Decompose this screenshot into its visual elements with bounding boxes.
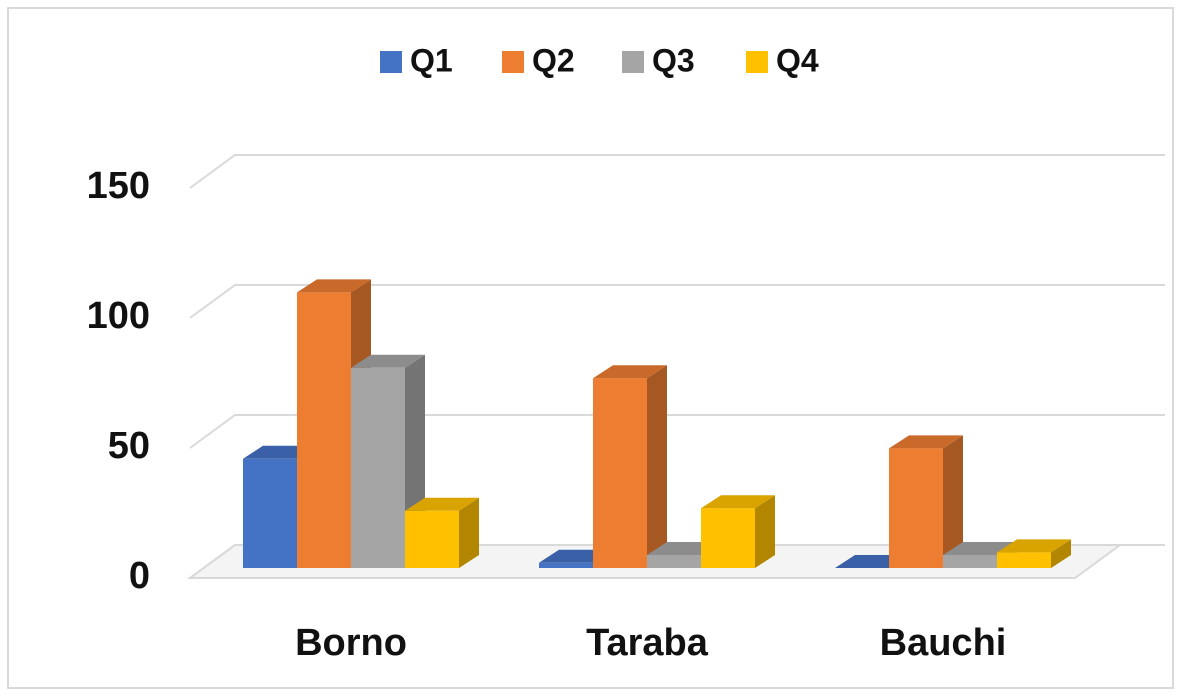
grid-line (189, 154, 1165, 189)
grid-line (189, 414, 1165, 449)
legend: Q1 Q2 Q3 Q4 (380, 42, 819, 78)
legend-label: Q4 (776, 42, 819, 78)
bar-top (701, 495, 775, 509)
bar-front (889, 448, 943, 568)
bar-top (351, 354, 425, 368)
grid-line (189, 544, 1165, 579)
y-tick-label: 0 (129, 555, 150, 597)
bar-top (997, 539, 1071, 553)
bar (351, 354, 425, 568)
legend-label: Q2 (532, 42, 575, 78)
bar-front (647, 555, 701, 568)
y-tick-label: 100 (87, 295, 150, 337)
x-tick-label: Taraba (586, 622, 709, 664)
bar-front (297, 292, 351, 568)
bar-top (593, 365, 667, 379)
bar-front (593, 378, 647, 568)
bar-top (889, 435, 963, 449)
bar (997, 539, 1071, 568)
bar-front (943, 555, 997, 568)
legend-swatch (502, 51, 524, 73)
bar-front (405, 510, 459, 568)
x-tick-label: Bauchi (880, 622, 1007, 664)
bar (405, 497, 479, 568)
bar-side (755, 495, 775, 568)
bar-front (539, 562, 593, 568)
bar (593, 365, 667, 568)
x-tick-label: Borno (295, 622, 407, 664)
bar (701, 495, 775, 568)
bar-top (297, 279, 371, 293)
bar-front (351, 367, 405, 568)
grid-line (189, 284, 1165, 319)
chart-border (7, 7, 1174, 689)
bar-side (1051, 539, 1071, 568)
bar-side (459, 497, 479, 568)
bar-front (243, 458, 297, 568)
y-tick-label: 50 (108, 425, 150, 467)
bar-side (943, 435, 963, 568)
bar-front (997, 552, 1051, 568)
legend-swatch (746, 51, 768, 73)
legend-swatch (622, 51, 644, 73)
bar (889, 435, 963, 568)
legend-label: Q3 (652, 42, 695, 78)
bar-top (405, 497, 479, 511)
legend-swatch (380, 51, 402, 73)
bar-front (701, 508, 755, 568)
legend-label: Q1 (410, 42, 453, 78)
bar-side (647, 365, 667, 568)
y-tick-label: 150 (87, 165, 150, 207)
